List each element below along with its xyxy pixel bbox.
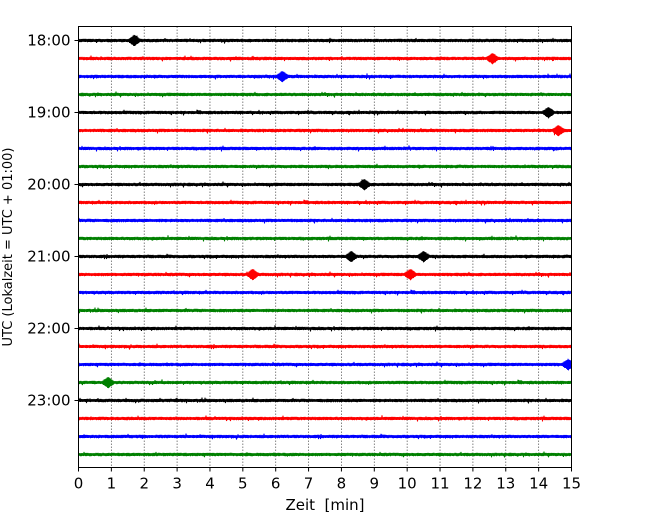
x-tick-label: 7 [304,475,314,493]
x-tick-label: 10 [398,475,417,493]
x-tick-label: 4 [205,475,215,493]
plot-frame [78,26,572,468]
y-tick-label: 19:00 [27,104,70,122]
y-tick-label: 23:00 [27,392,70,410]
x-tick-label: 9 [370,475,380,493]
x-tick-label: 15 [562,475,581,493]
x-tick-label: 14 [529,475,548,493]
y-axis-label: UTC (Lokalzeit = UTC + 01:00) [1,148,16,347]
y-tick-label: 20:00 [27,176,70,194]
x-tick-label: 0 [74,475,84,493]
x-tick-label: 11 [430,475,449,493]
x-axis-label: Zeit [min] [285,496,364,514]
x-tick-label: 6 [271,475,281,493]
y-tick-label: 18:00 [27,32,70,50]
x-tick-label: 13 [496,475,515,493]
traces [78,34,572,458]
x-tick-label: 5 [238,475,248,493]
y-tick-label: 21:00 [27,248,70,266]
y-tick-label: 22:00 [27,320,70,338]
x-tick-label: 12 [463,475,482,493]
x-axis: 0 1 2 3 4 5 6 7 8 9 10 11 12 13 14 15 [74,467,581,493]
grid-lines [110,26,540,468]
x-tick-label: 3 [172,475,182,493]
x-tick-label: 8 [337,475,347,493]
y-axis: 18:00 19:00 20:00 21:00 22:00 23:00 [27,32,79,410]
x-tick-label: 1 [107,475,117,493]
x-tick-label: 2 [139,475,149,493]
